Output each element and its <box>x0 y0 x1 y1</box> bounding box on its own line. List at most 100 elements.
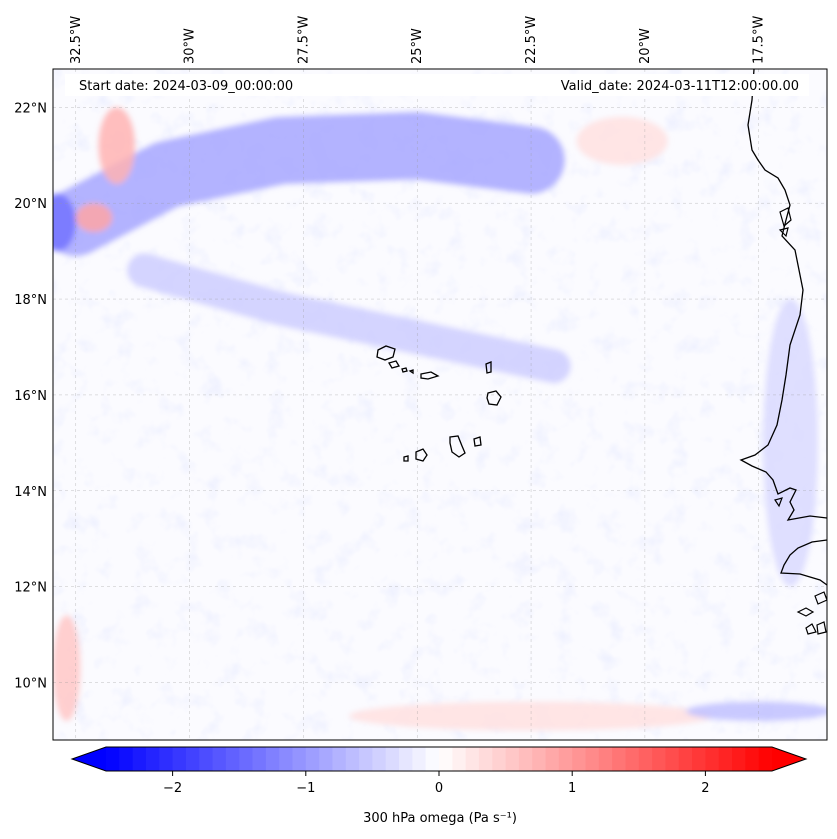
date-header: Start date: 2024-03-09_00:00:00 Valid_da… <box>65 74 809 96</box>
colorbar-level <box>252 747 267 771</box>
field-blob <box>75 203 113 232</box>
colorbar-level <box>399 747 413 771</box>
colorbar-level <box>625 747 640 771</box>
colorbar-level <box>265 747 280 771</box>
colorbar-level <box>492 747 507 771</box>
colorbar-level <box>545 747 560 771</box>
colorbar-level <box>159 747 174 771</box>
colorbar-level <box>385 747 400 771</box>
field-blob <box>576 116 668 165</box>
colorbar-level <box>119 747 134 771</box>
colorbar-tick-label: 2 <box>701 781 709 796</box>
colorbar-level <box>225 747 240 771</box>
colorbar-level <box>132 747 147 771</box>
latitude-tick-label: 18°N <box>14 293 47 308</box>
colorbar-tick-label: −1 <box>296 781 315 796</box>
map-frame <box>52 68 828 741</box>
map-panel <box>52 68 828 741</box>
colorbar-level <box>465 747 480 771</box>
colorbar-level <box>332 747 347 771</box>
colorbar-level <box>172 747 187 771</box>
latitude-labels: 22°N 20°N 18°N 16°N 14°N 12°N 10°N <box>14 101 47 691</box>
colorbar-level <box>305 747 320 771</box>
colorbar-level <box>665 747 680 771</box>
longitude-tick-label: 27.5°W <box>296 16 311 64</box>
field-blob <box>763 299 818 587</box>
start-date-label: Start date: 2024-03-09_00:00:00 <box>79 79 293 94</box>
longitude-tick-label: 30°W <box>183 28 198 64</box>
colorbar-outline <box>70 746 808 772</box>
colorbar-level <box>585 747 600 771</box>
colorbar-level <box>412 747 427 771</box>
colorbar-level <box>532 747 547 771</box>
colorbar-level <box>612 747 627 771</box>
colorbar-fill <box>72 747 806 771</box>
colorbar-level <box>292 747 307 771</box>
colorbar-level <box>745 747 760 771</box>
longitude-tick-label: 32.5°W <box>69 16 84 64</box>
colorbar-level <box>505 747 520 771</box>
field-blob <box>98 107 135 185</box>
field-blob <box>348 701 714 731</box>
colorbar-level <box>652 747 667 771</box>
longitude-tick-label: 17.5°W <box>752 16 767 64</box>
bijagos-islands <box>796 591 827 635</box>
latitude-tick-label: 16°N <box>14 389 47 404</box>
colorbar-level <box>518 747 533 771</box>
longitude-tick-label: 22.5°W <box>524 16 539 64</box>
colorbar-level <box>239 747 254 771</box>
colorbar-level <box>678 747 693 771</box>
latitude-tick-label: 20°N <box>14 197 47 212</box>
field-blob <box>53 615 81 721</box>
colorbar-level <box>145 747 160 771</box>
colorbar-level <box>359 747 373 771</box>
colorbar-level <box>185 747 200 771</box>
field-blob <box>53 193 76 252</box>
colorbar-level <box>279 747 294 771</box>
longitude-labels: 32.5°W 30°W 27.5°W 25°W 22.5°W 20°W 17.5°W <box>69 16 767 64</box>
colorbar-level <box>212 747 227 771</box>
guinea-coastline <box>780 539 827 586</box>
gridlines <box>53 69 827 740</box>
longitude-tick-label: 25°W <box>410 28 425 64</box>
field-blob <box>685 701 827 721</box>
colorbar-level <box>732 747 746 771</box>
colorbar-tick-label: 1 <box>568 781 576 796</box>
colorbar-level <box>478 747 493 771</box>
colorbar-level <box>558 747 573 771</box>
latitude-tick-label: 10°N <box>14 676 47 691</box>
colorbar-level <box>572 747 587 771</box>
colorbar-level <box>718 747 733 771</box>
colorbar-level <box>705 747 720 771</box>
colorbar-level <box>758 747 773 771</box>
colorbar-level <box>199 747 214 771</box>
colorbar-extend-high <box>772 747 806 771</box>
latitude-tick-label: 14°N <box>14 485 47 500</box>
field-band <box>127 253 571 383</box>
latitude-tick-label: 22°N <box>14 101 47 116</box>
colorbar-level <box>692 747 706 771</box>
colorbar-level <box>598 747 613 771</box>
colorbar-tick-label: 0 <box>435 781 443 796</box>
header-background <box>65 74 809 96</box>
omega-field <box>53 107 827 731</box>
latitude-tick-label: 12°N <box>14 581 47 596</box>
coastal-detail <box>774 207 792 508</box>
colorbar-level <box>638 747 653 771</box>
africa-coastline <box>739 69 827 521</box>
colorbar-ticks: −2 −1 0 1 2 <box>163 771 710 796</box>
colorbar-level <box>345 747 360 771</box>
colorbar-level <box>425 747 440 771</box>
longitude-tick-label: 20°W <box>638 28 653 64</box>
colorbar-extend-low <box>72 747 106 771</box>
colorbar-level <box>319 747 334 771</box>
cape-verde-islands <box>376 345 502 462</box>
colorbar-title: 300 hPa omega (Pa s⁻¹) <box>363 811 517 826</box>
colorbar: −2 −1 0 1 2 300 hPa omega (Pa s⁻¹) <box>70 746 808 826</box>
colorbar-level <box>372 747 387 771</box>
colorbar-level <box>439 747 453 771</box>
valid-date-label: Valid_date: 2024-03-11T12:00:00.00 <box>561 79 799 94</box>
field-band <box>53 112 565 256</box>
colorbar-level <box>452 747 467 771</box>
